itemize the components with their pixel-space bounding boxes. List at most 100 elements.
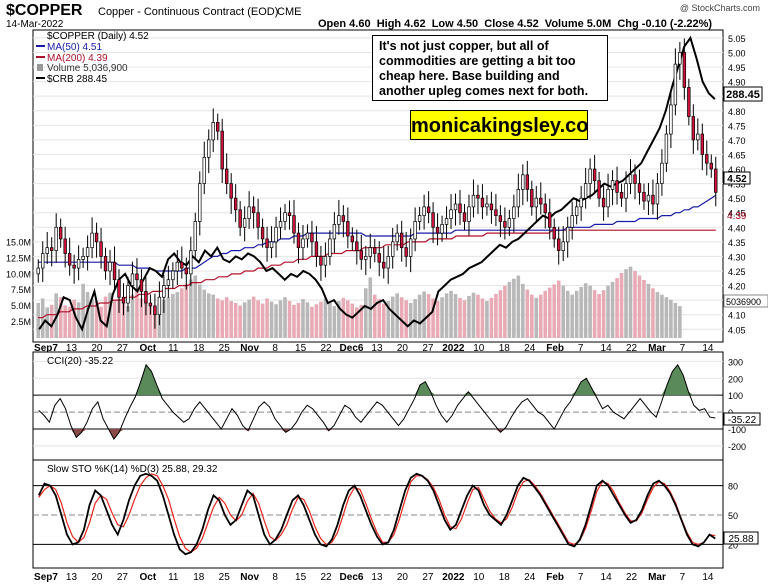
volume-bar bbox=[229, 301, 233, 338]
date-tick-label: 18 bbox=[193, 572, 205, 583]
volume-bar bbox=[390, 296, 395, 338]
volume-bar bbox=[588, 285, 592, 338]
candle-body bbox=[94, 232, 99, 243]
candle-body bbox=[233, 197, 238, 211]
annotation-line-2: commodities are getting a bit too bbox=[379, 54, 576, 68]
date-tick-label: 18 bbox=[499, 572, 511, 583]
candle-body bbox=[660, 162, 664, 184]
date-tick-label: 27 bbox=[117, 343, 129, 354]
volume-bar bbox=[148, 305, 153, 338]
date-tick-label: 20 bbox=[397, 343, 409, 354]
candle-body bbox=[202, 157, 206, 184]
candle-body bbox=[485, 203, 489, 208]
volume-tag: 5036900 bbox=[726, 297, 761, 307]
candle-body bbox=[525, 174, 530, 190]
candle-body bbox=[377, 253, 381, 263]
candle-body bbox=[139, 279, 144, 292]
candle-body bbox=[242, 218, 247, 228]
candle-body bbox=[480, 197, 485, 208]
volume-bar bbox=[678, 306, 682, 338]
cci-tick-label: 300 bbox=[728, 357, 743, 367]
candle-body bbox=[579, 197, 583, 208]
volume-bar bbox=[462, 300, 467, 338]
volume-bar bbox=[601, 290, 606, 338]
volume-bar bbox=[130, 294, 135, 338]
volume-bar bbox=[615, 278, 619, 338]
date-tick-label: 25 bbox=[219, 343, 231, 354]
candle-body bbox=[287, 212, 292, 216]
volume-bar bbox=[337, 301, 341, 338]
date-tick-label: 11 bbox=[168, 343, 179, 354]
volume-bar bbox=[646, 283, 651, 338]
candle-body bbox=[570, 215, 574, 228]
candle-body bbox=[453, 203, 458, 211]
price-tick-label: 4.95 bbox=[728, 63, 746, 73]
candle-body bbox=[583, 183, 588, 199]
candle-body bbox=[54, 226, 58, 251]
candle-body bbox=[476, 194, 480, 199]
candle-body bbox=[633, 174, 637, 184]
date-tick-label: Mar bbox=[648, 343, 666, 354]
candle-body bbox=[283, 212, 287, 222]
legend-ma50: MA(50) 4.51 bbox=[47, 42, 102, 53]
volume-bar bbox=[458, 297, 462, 338]
candle-body bbox=[162, 285, 166, 298]
sto-value-tag: 25.88 bbox=[728, 534, 753, 545]
volume-bar bbox=[507, 281, 512, 338]
volume-bar bbox=[498, 290, 503, 338]
date-tick-label: Sep7 bbox=[34, 343, 58, 354]
candle-body bbox=[417, 215, 422, 222]
candle-body bbox=[211, 122, 215, 141]
date-tick-label: 25 bbox=[219, 572, 231, 583]
volume-bar bbox=[314, 304, 319, 338]
volume-bar bbox=[413, 299, 417, 338]
candle-body bbox=[565, 226, 570, 243]
cci-line bbox=[38, 363, 716, 441]
volume-bar bbox=[278, 300, 283, 338]
candle-body bbox=[646, 194, 651, 202]
annotation-line-3: cheap here. Base building and bbox=[379, 69, 560, 83]
candle-body bbox=[171, 270, 175, 281]
candle-body bbox=[260, 226, 265, 240]
volume-bar bbox=[292, 304, 296, 338]
legend-ma200: MA(200) 4.39 bbox=[47, 53, 108, 64]
candle-body bbox=[153, 305, 157, 316]
volume-bar bbox=[453, 294, 458, 338]
candle-body bbox=[296, 232, 301, 249]
date-tick-label: 15 bbox=[295, 343, 307, 354]
price-tick-label: 4.80 bbox=[728, 107, 746, 117]
candle-body bbox=[350, 235, 355, 243]
date-tick-label: 27 bbox=[422, 343, 434, 354]
date-tick-label: Dec6 bbox=[340, 343, 364, 354]
candle-body bbox=[355, 241, 359, 251]
volume-bar bbox=[350, 303, 355, 338]
candle-body bbox=[314, 241, 319, 257]
volume-bar bbox=[81, 283, 85, 338]
volume-bar bbox=[94, 301, 99, 338]
volume-bar bbox=[547, 287, 552, 338]
date-tick-label: 10 bbox=[473, 343, 485, 354]
candle-body bbox=[467, 206, 471, 222]
volume-bar bbox=[660, 294, 664, 338]
date-tick-label: Feb bbox=[546, 572, 564, 583]
candle-body bbox=[673, 63, 678, 106]
candle-body bbox=[588, 168, 592, 184]
candle-body bbox=[404, 247, 408, 257]
candle-body bbox=[628, 174, 633, 184]
volume-bar bbox=[283, 297, 287, 338]
volume-bar bbox=[76, 302, 81, 338]
candle-body bbox=[691, 116, 696, 141]
volume-bar bbox=[251, 296, 256, 338]
price-tick-label: 4.60 bbox=[728, 165, 746, 175]
volume-bar bbox=[346, 300, 350, 338]
volume-bar bbox=[296, 302, 301, 338]
volume-bar bbox=[525, 289, 530, 338]
date-tick-label: 13 bbox=[371, 572, 383, 583]
cci-tick-label: -100 bbox=[728, 425, 746, 435]
volume-bar bbox=[112, 300, 117, 338]
volume-bar bbox=[256, 300, 260, 338]
candle-body bbox=[50, 247, 54, 251]
candle-body bbox=[539, 197, 543, 205]
volume-bar bbox=[117, 298, 121, 338]
volume-bar bbox=[233, 302, 238, 338]
